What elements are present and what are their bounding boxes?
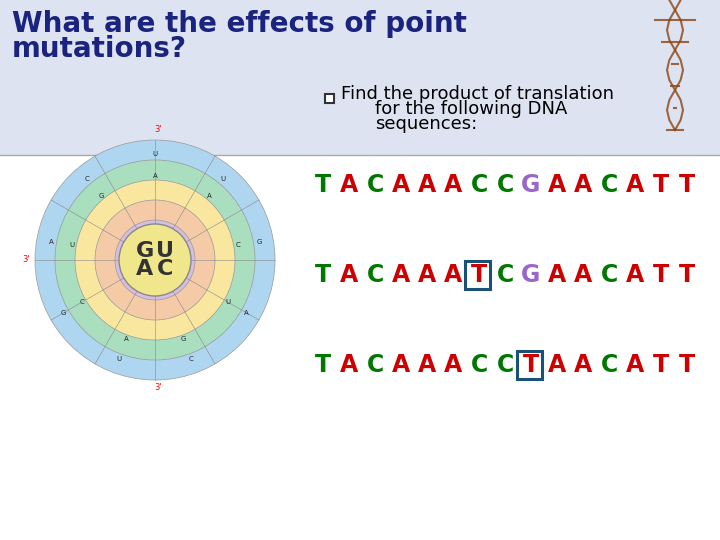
Bar <box>516 352 541 379</box>
Text: A: A <box>574 263 592 287</box>
Text: A: A <box>418 173 436 197</box>
Text: T: T <box>471 263 487 287</box>
Text: A: A <box>340 173 358 197</box>
Text: A: A <box>207 193 212 199</box>
Text: T: T <box>315 173 331 197</box>
Circle shape <box>75 180 235 340</box>
Text: mutations?: mutations? <box>12 35 187 63</box>
Text: C: C <box>157 259 174 279</box>
Text: G: G <box>61 310 66 316</box>
Text: A: A <box>418 353 436 377</box>
Text: A: A <box>392 173 410 197</box>
Text: T: T <box>653 263 669 287</box>
Text: T: T <box>315 263 331 287</box>
Text: G: G <box>521 263 541 287</box>
Text: T: T <box>679 263 695 287</box>
Text: A: A <box>548 173 566 197</box>
Circle shape <box>119 224 191 296</box>
Text: A: A <box>418 263 436 287</box>
Text: A: A <box>626 173 644 197</box>
Text: 3': 3' <box>154 383 162 392</box>
Text: A: A <box>340 353 358 377</box>
Text: A: A <box>392 263 410 287</box>
Text: A: A <box>153 173 158 179</box>
Text: C: C <box>600 263 618 287</box>
Text: C: C <box>366 353 384 377</box>
Text: T: T <box>679 353 695 377</box>
Text: A: A <box>548 353 566 377</box>
Text: A: A <box>444 353 462 377</box>
Circle shape <box>115 220 195 300</box>
Text: A: A <box>574 353 592 377</box>
Text: C: C <box>496 263 513 287</box>
Text: C: C <box>85 176 89 182</box>
Text: C: C <box>470 353 487 377</box>
Text: U: U <box>225 299 230 305</box>
FancyBboxPatch shape <box>0 0 720 155</box>
Text: C: C <box>235 242 240 248</box>
Text: U: U <box>220 176 225 182</box>
Bar <box>464 261 490 288</box>
Text: A: A <box>574 173 592 197</box>
Text: 3': 3' <box>154 125 162 134</box>
Text: G: G <box>99 193 104 199</box>
Text: for the following DNA: for the following DNA <box>375 100 567 118</box>
Text: C: C <box>600 173 618 197</box>
Text: C: C <box>496 173 513 197</box>
Text: T: T <box>523 353 539 377</box>
Circle shape <box>55 160 255 360</box>
Text: What are the effects of point: What are the effects of point <box>12 10 467 38</box>
Text: U: U <box>153 151 158 157</box>
Text: C: C <box>600 353 618 377</box>
Text: T: T <box>679 173 695 197</box>
Circle shape <box>95 200 215 320</box>
Text: C: C <box>470 173 487 197</box>
Text: C: C <box>80 299 85 305</box>
Text: A: A <box>626 263 644 287</box>
Text: A: A <box>444 173 462 197</box>
Text: T: T <box>653 173 669 197</box>
Text: A: A <box>444 263 462 287</box>
Text: 3': 3' <box>22 255 30 265</box>
Text: C: C <box>366 263 384 287</box>
Circle shape <box>35 140 275 380</box>
Text: U: U <box>156 241 174 261</box>
Text: C: C <box>496 353 513 377</box>
Text: G: G <box>521 173 541 197</box>
Text: U: U <box>117 356 122 362</box>
Text: sequences:: sequences: <box>375 115 477 133</box>
Text: A: A <box>136 259 153 279</box>
Text: G: G <box>181 336 186 342</box>
Text: C: C <box>366 173 384 197</box>
Text: A: A <box>548 263 566 287</box>
Text: G: G <box>256 239 261 245</box>
Text: A: A <box>392 353 410 377</box>
Text: G: G <box>136 241 154 261</box>
Text: A: A <box>124 336 129 342</box>
Text: A: A <box>49 239 53 245</box>
Bar <box>325 94 334 103</box>
Text: T: T <box>315 353 331 377</box>
Circle shape <box>135 240 175 280</box>
Text: A: A <box>244 310 249 316</box>
Text: C: C <box>189 356 194 362</box>
Text: T: T <box>653 353 669 377</box>
Text: U: U <box>70 242 75 248</box>
Text: A: A <box>340 263 358 287</box>
Text: Find the product of translation: Find the product of translation <box>341 85 614 103</box>
Text: A: A <box>626 353 644 377</box>
